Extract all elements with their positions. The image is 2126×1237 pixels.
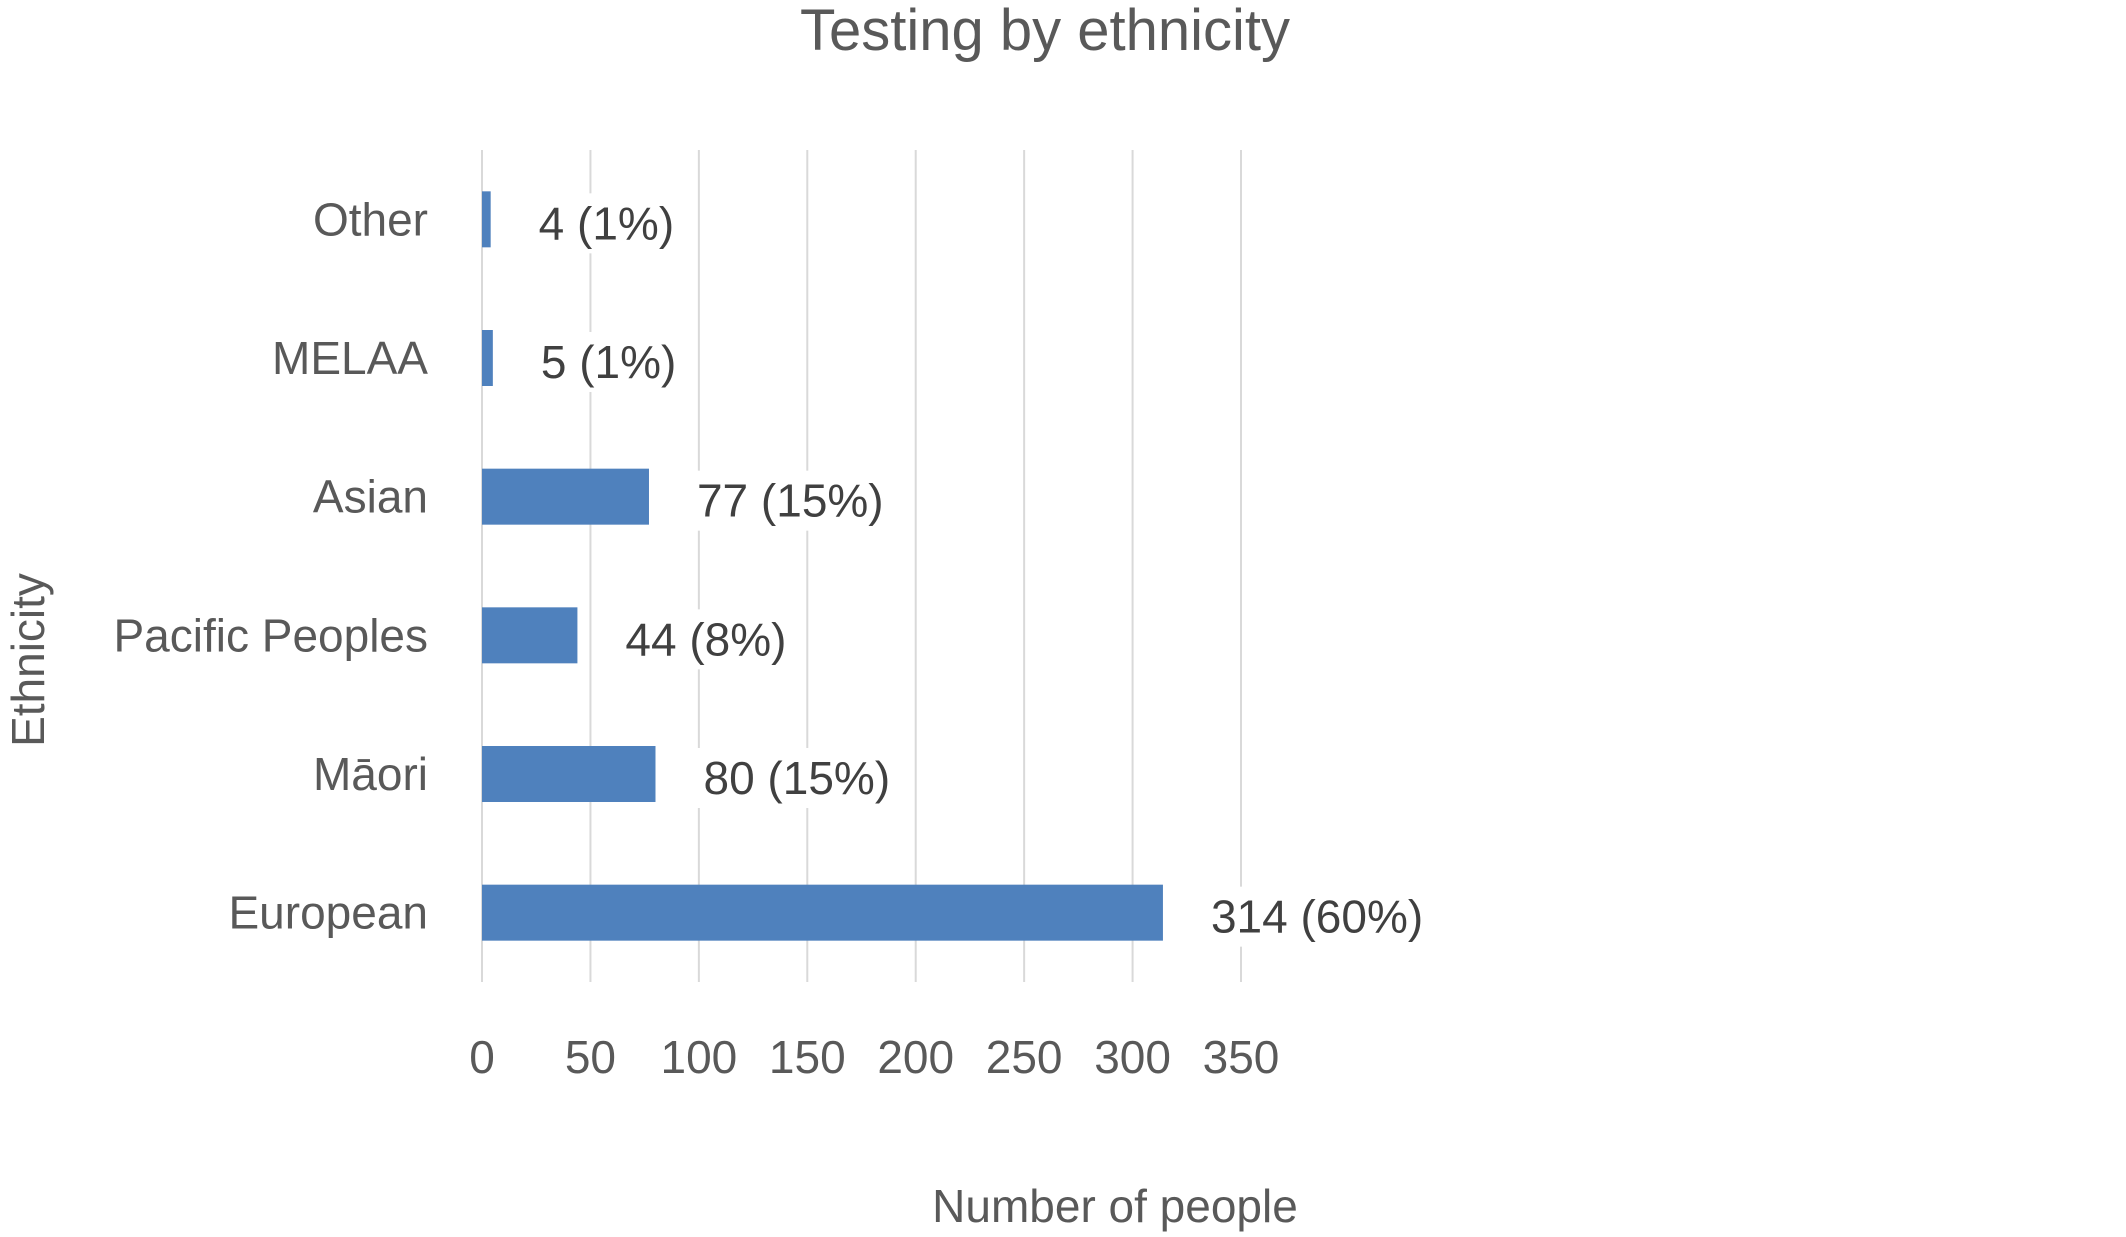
bar-european: [482, 884, 1163, 941]
data-label: 44 (8%): [625, 613, 786, 665]
data-label-background: [530, 332, 687, 392]
x-tick-label: 150: [769, 1031, 846, 1083]
category-label: Māori: [313, 748, 428, 800]
bar-melaa: [482, 330, 493, 386]
bar-other: [482, 191, 491, 248]
data-label: 80 (15%): [703, 752, 890, 804]
data-label-background: [615, 609, 797, 670]
x-tick-label: 200: [877, 1031, 954, 1083]
data-label: 5 (1%): [541, 336, 676, 388]
data-labels: 314 (60%) 80 (15%) 44 (8%) 77 (15%) 5 (1%) 4 …: [528, 193, 1434, 947]
data-label: 77 (15%): [697, 475, 884, 527]
x-tick-label: 100: [660, 1031, 737, 1083]
bar-m-ori: [482, 746, 656, 802]
category-label: Other: [313, 193, 428, 245]
category-label: European: [229, 887, 429, 939]
category-labels: European Māori Pacific Peoples Asian MELAA Ot…: [114, 193, 429, 938]
bar-asian: [482, 468, 649, 525]
data-label-background: [686, 470, 894, 531]
chart-title: Testing by ethnicity: [800, 0, 1290, 63]
x-tick-label: 350: [1203, 1031, 1280, 1083]
x-tick-label: 300: [1094, 1031, 1171, 1083]
x-tick-label: 250: [986, 1031, 1063, 1083]
category-label: Pacific Peoples: [114, 609, 429, 661]
x-tick-label: 50: [565, 1031, 616, 1083]
bars: [482, 191, 1163, 941]
data-label-background: [693, 748, 901, 808]
bar-pacific-peoples: [482, 607, 578, 664]
category-label: MELAA: [272, 332, 428, 384]
category-label: Asian: [313, 471, 428, 523]
data-label: 4 (1%): [539, 197, 674, 249]
x-tick-label: 0: [469, 1031, 495, 1083]
data-label: 314 (60%): [1211, 891, 1423, 943]
data-label-background: [528, 193, 685, 254]
data-label-background: [1200, 886, 1434, 947]
x-axis-title: Number of people: [932, 1180, 1298, 1232]
gridlines: [481, 150, 1243, 982]
x-tick-labels: 0 50 100 150 200 250 300 350: [469, 1031, 1279, 1083]
y-axis-title: Ethnicity: [2, 573, 54, 747]
